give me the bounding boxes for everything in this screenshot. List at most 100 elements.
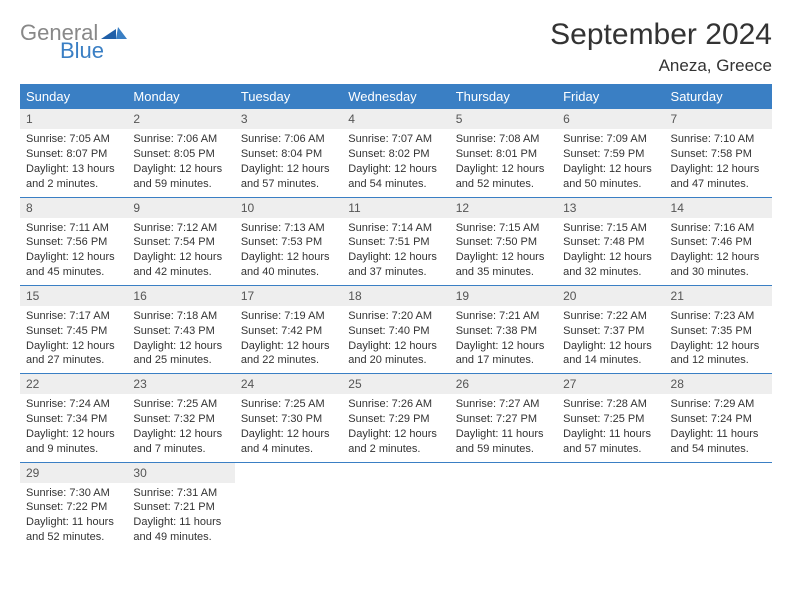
day-details: Sunrise: 7:25 AMSunset: 7:32 PMDaylight:…: [127, 394, 234, 461]
day-number: 4: [342, 109, 449, 129]
sunrise-text: Sunrise: 7:17 AM: [26, 309, 121, 324]
calendar-cell: 10Sunrise: 7:13 AMSunset: 7:53 PMDayligh…: [235, 197, 342, 285]
day-number: 24: [235, 374, 342, 394]
daylight-text: Daylight: 12 hours and 25 minutes.: [133, 339, 228, 369]
logo: General Blue: [20, 18, 127, 62]
calendar-cell: [557, 462, 664, 550]
calendar-body: 1Sunrise: 7:05 AMSunset: 8:07 PMDaylight…: [20, 109, 772, 550]
daylight-text: Daylight: 12 hours and 17 minutes.: [456, 339, 551, 369]
sunrise-text: Sunrise: 7:06 AM: [241, 132, 336, 147]
calendar-cell: 28Sunrise: 7:29 AMSunset: 7:24 PMDayligh…: [665, 374, 772, 462]
sunset-text: Sunset: 7:40 PM: [348, 324, 443, 339]
daylight-text: Daylight: 12 hours and 50 minutes.: [563, 162, 658, 192]
day-details: Sunrise: 7:15 AMSunset: 7:50 PMDaylight:…: [450, 218, 557, 285]
daylight-text: Daylight: 12 hours and 4 minutes.: [241, 427, 336, 457]
day-details: Sunrise: 7:06 AMSunset: 8:04 PMDaylight:…: [235, 129, 342, 196]
day-details: Sunrise: 7:19 AMSunset: 7:42 PMDaylight:…: [235, 306, 342, 373]
calendar-cell: 7Sunrise: 7:10 AMSunset: 7:58 PMDaylight…: [665, 109, 772, 197]
day-details: Sunrise: 7:20 AMSunset: 7:40 PMDaylight:…: [342, 306, 449, 373]
sunrise-text: Sunrise: 7:16 AM: [671, 221, 766, 236]
sunset-text: Sunset: 8:04 PM: [241, 147, 336, 162]
sunrise-text: Sunrise: 7:29 AM: [671, 397, 766, 412]
calendar-cell: 22Sunrise: 7:24 AMSunset: 7:34 PMDayligh…: [20, 374, 127, 462]
sunset-text: Sunset: 7:27 PM: [456, 412, 551, 427]
weekday-header: Saturday: [665, 84, 772, 109]
day-details: Sunrise: 7:14 AMSunset: 7:51 PMDaylight:…: [342, 218, 449, 285]
sunset-text: Sunset: 7:48 PM: [563, 235, 658, 250]
calendar-cell: 15Sunrise: 7:17 AMSunset: 7:45 PMDayligh…: [20, 285, 127, 373]
daylight-text: Daylight: 12 hours and 12 minutes.: [671, 339, 766, 369]
daylight-text: Daylight: 11 hours and 59 minutes.: [456, 427, 551, 457]
day-number: 25: [342, 374, 449, 394]
sunrise-text: Sunrise: 7:06 AM: [133, 132, 228, 147]
daylight-text: Daylight: 12 hours and 2 minutes.: [348, 427, 443, 457]
day-number: 21: [665, 286, 772, 306]
daylight-text: Daylight: 12 hours and 45 minutes.: [26, 250, 121, 280]
calendar-cell: 29Sunrise: 7:30 AMSunset: 7:22 PMDayligh…: [20, 462, 127, 550]
day-details: Sunrise: 7:09 AMSunset: 7:59 PMDaylight:…: [557, 129, 664, 196]
sunset-text: Sunset: 7:54 PM: [133, 235, 228, 250]
logo-word2: Blue: [60, 40, 127, 62]
sunset-text: Sunset: 8:05 PM: [133, 147, 228, 162]
header: General Blue September 2024 Aneza, Greec…: [20, 18, 772, 76]
daylight-text: Daylight: 12 hours and 20 minutes.: [348, 339, 443, 369]
sunset-text: Sunset: 7:34 PM: [26, 412, 121, 427]
day-number: 1: [20, 109, 127, 129]
calendar-row: 1Sunrise: 7:05 AMSunset: 8:07 PMDaylight…: [20, 109, 772, 197]
calendar-cell: [665, 462, 772, 550]
day-details: Sunrise: 7:27 AMSunset: 7:27 PMDaylight:…: [450, 394, 557, 461]
calendar-cell: 5Sunrise: 7:08 AMSunset: 8:01 PMDaylight…: [450, 109, 557, 197]
day-number: 13: [557, 198, 664, 218]
sunset-text: Sunset: 7:22 PM: [26, 500, 121, 515]
day-details: Sunrise: 7:10 AMSunset: 7:58 PMDaylight:…: [665, 129, 772, 196]
day-number: 16: [127, 286, 234, 306]
sunrise-text: Sunrise: 7:15 AM: [563, 221, 658, 236]
day-details: Sunrise: 7:08 AMSunset: 8:01 PMDaylight:…: [450, 129, 557, 196]
sunset-text: Sunset: 7:29 PM: [348, 412, 443, 427]
calendar-row: 22Sunrise: 7:24 AMSunset: 7:34 PMDayligh…: [20, 374, 772, 462]
sunrise-text: Sunrise: 7:22 AM: [563, 309, 658, 324]
day-details: Sunrise: 7:17 AMSunset: 7:45 PMDaylight:…: [20, 306, 127, 373]
day-details: Sunrise: 7:16 AMSunset: 7:46 PMDaylight:…: [665, 218, 772, 285]
day-number: 5: [450, 109, 557, 129]
sunset-text: Sunset: 7:45 PM: [26, 324, 121, 339]
day-number: 29: [20, 463, 127, 483]
day-details: Sunrise: 7:06 AMSunset: 8:05 PMDaylight:…: [127, 129, 234, 196]
daylight-text: Daylight: 12 hours and 32 minutes.: [563, 250, 658, 280]
sunrise-text: Sunrise: 7:28 AM: [563, 397, 658, 412]
sunrise-text: Sunrise: 7:11 AM: [26, 221, 121, 236]
sunset-text: Sunset: 8:02 PM: [348, 147, 443, 162]
daylight-text: Daylight: 12 hours and 7 minutes.: [133, 427, 228, 457]
location: Aneza, Greece: [550, 56, 772, 76]
calendar-cell: 21Sunrise: 7:23 AMSunset: 7:35 PMDayligh…: [665, 285, 772, 373]
day-number: 27: [557, 374, 664, 394]
calendar-cell: 17Sunrise: 7:19 AMSunset: 7:42 PMDayligh…: [235, 285, 342, 373]
day-number: 11: [342, 198, 449, 218]
sunrise-text: Sunrise: 7:20 AM: [348, 309, 443, 324]
calendar-cell: 23Sunrise: 7:25 AMSunset: 7:32 PMDayligh…: [127, 374, 234, 462]
title-block: September 2024 Aneza, Greece: [550, 18, 772, 76]
sunset-text: Sunset: 8:01 PM: [456, 147, 551, 162]
day-number: 12: [450, 198, 557, 218]
day-number: 6: [557, 109, 664, 129]
day-number: 20: [557, 286, 664, 306]
sunset-text: Sunset: 8:07 PM: [26, 147, 121, 162]
day-number: 14: [665, 198, 772, 218]
sunset-text: Sunset: 7:43 PM: [133, 324, 228, 339]
sunrise-text: Sunrise: 7:25 AM: [133, 397, 228, 412]
sunrise-text: Sunrise: 7:10 AM: [671, 132, 766, 147]
day-number: 26: [450, 374, 557, 394]
daylight-text: Daylight: 12 hours and 22 minutes.: [241, 339, 336, 369]
day-details: Sunrise: 7:25 AMSunset: 7:30 PMDaylight:…: [235, 394, 342, 461]
calendar-cell: [342, 462, 449, 550]
daylight-text: Daylight: 11 hours and 54 minutes.: [671, 427, 766, 457]
day-number: 28: [665, 374, 772, 394]
daylight-text: Daylight: 11 hours and 52 minutes.: [26, 515, 121, 545]
calendar-cell: 6Sunrise: 7:09 AMSunset: 7:59 PMDaylight…: [557, 109, 664, 197]
sunset-text: Sunset: 7:51 PM: [348, 235, 443, 250]
day-details: Sunrise: 7:29 AMSunset: 7:24 PMDaylight:…: [665, 394, 772, 461]
calendar-cell: 26Sunrise: 7:27 AMSunset: 7:27 PMDayligh…: [450, 374, 557, 462]
daylight-text: Daylight: 12 hours and 37 minutes.: [348, 250, 443, 280]
day-number: 15: [20, 286, 127, 306]
daylight-text: Daylight: 12 hours and 14 minutes.: [563, 339, 658, 369]
